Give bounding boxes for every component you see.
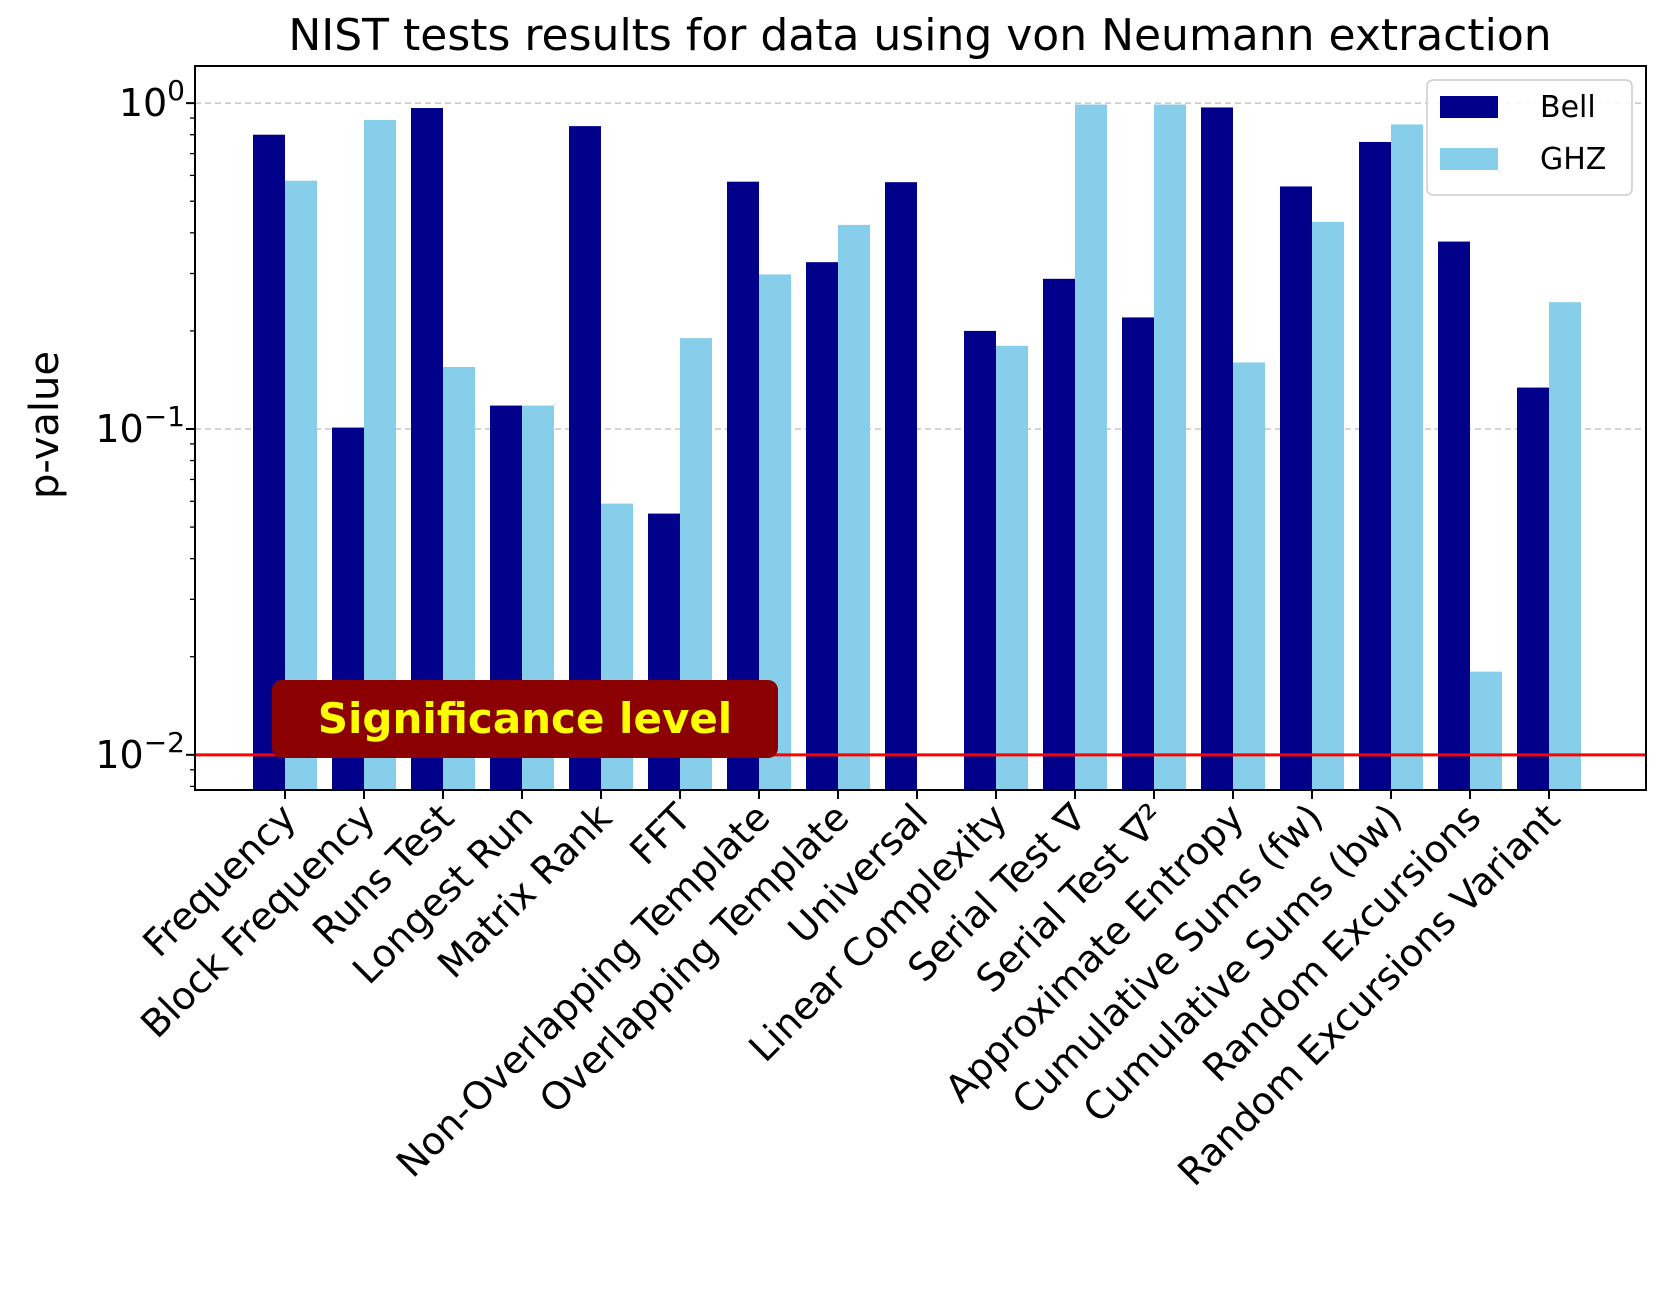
legend: Bell GHZ: [1426, 79, 1633, 196]
bar-bell-serial-test: [1122, 317, 1154, 790]
bar-ghz-serial-test: [1154, 104, 1186, 791]
bar-bell-approximate-entropy: [1201, 107, 1233, 791]
bar-bell-linear-complexity: [964, 330, 996, 790]
bar-bell-universal: [885, 182, 917, 791]
significance-label: Significance level: [318, 694, 732, 743]
bar-bell-random-excursions: [1438, 241, 1470, 791]
bar-ghz-block-frequency: [364, 119, 396, 791]
bar-ghz-overlapping-template: [838, 224, 870, 790]
y-axis-label: p-value: [22, 351, 68, 499]
y-axis-ticks: 10−2 10−1 100: [95, 74, 195, 788]
legend-label-ghz: GHZ: [1540, 142, 1606, 177]
bar-ghz-cumulative-sums-fw: [1312, 221, 1344, 791]
significance-label-box: [272, 680, 778, 758]
bar-bell-cumulative-sums-bw: [1359, 141, 1391, 791]
legend-swatch-bell: [1440, 96, 1498, 118]
y-tick-label: 10−2: [95, 726, 185, 777]
y-tick-label: 10−1: [95, 400, 185, 451]
bar-bell-cumulative-sums-fw: [1280, 186, 1312, 790]
bar-ghz-random-excursions: [1470, 671, 1502, 790]
bar-bell-matrix-rank: [569, 126, 601, 790]
bar-ghz-approximate-entropy: [1233, 362, 1265, 790]
legend-swatch-ghz: [1440, 148, 1498, 170]
bar-bell-runs-test: [411, 108, 443, 790]
y-tick-label: 100: [119, 74, 185, 125]
bar-ghz-linear-complexity: [996, 345, 1028, 790]
threshold-group: Significance level: [195, 680, 1646, 758]
bar-ghz-random-excursions-variant: [1549, 302, 1581, 790]
bar-ghz-cumulative-sums-bw: [1391, 124, 1423, 791]
bar-bell-serial-test: [1043, 278, 1075, 790]
bar-ghz-serial-test: [1075, 104, 1107, 791]
chart-title: NIST tests results for data using von Ne…: [288, 10, 1551, 61]
bar-bell-overlapping-template: [806, 262, 838, 791]
legend-label-bell: Bell: [1540, 90, 1596, 125]
bar-bell-random-excursions-variant: [1517, 387, 1549, 790]
